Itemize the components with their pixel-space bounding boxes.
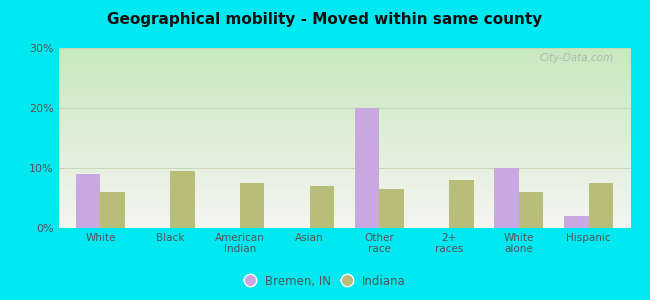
Bar bbox=[170, 171, 194, 228]
Bar bbox=[309, 186, 334, 228]
Bar bbox=[589, 183, 613, 228]
Bar bbox=[76, 174, 100, 228]
Bar bbox=[100, 192, 125, 228]
Bar bbox=[449, 180, 474, 228]
Text: Geographical mobility - Moved within same county: Geographical mobility - Moved within sam… bbox=[107, 12, 543, 27]
Bar bbox=[380, 189, 404, 228]
Bar bbox=[240, 183, 265, 228]
Bar bbox=[519, 192, 543, 228]
Text: City-Data.com: City-Data.com bbox=[540, 53, 614, 63]
Legend: Bremen, IN, Indiana: Bremen, IN, Indiana bbox=[240, 271, 410, 291]
Bar bbox=[564, 216, 589, 228]
Bar bbox=[495, 168, 519, 228]
Bar bbox=[355, 108, 380, 228]
